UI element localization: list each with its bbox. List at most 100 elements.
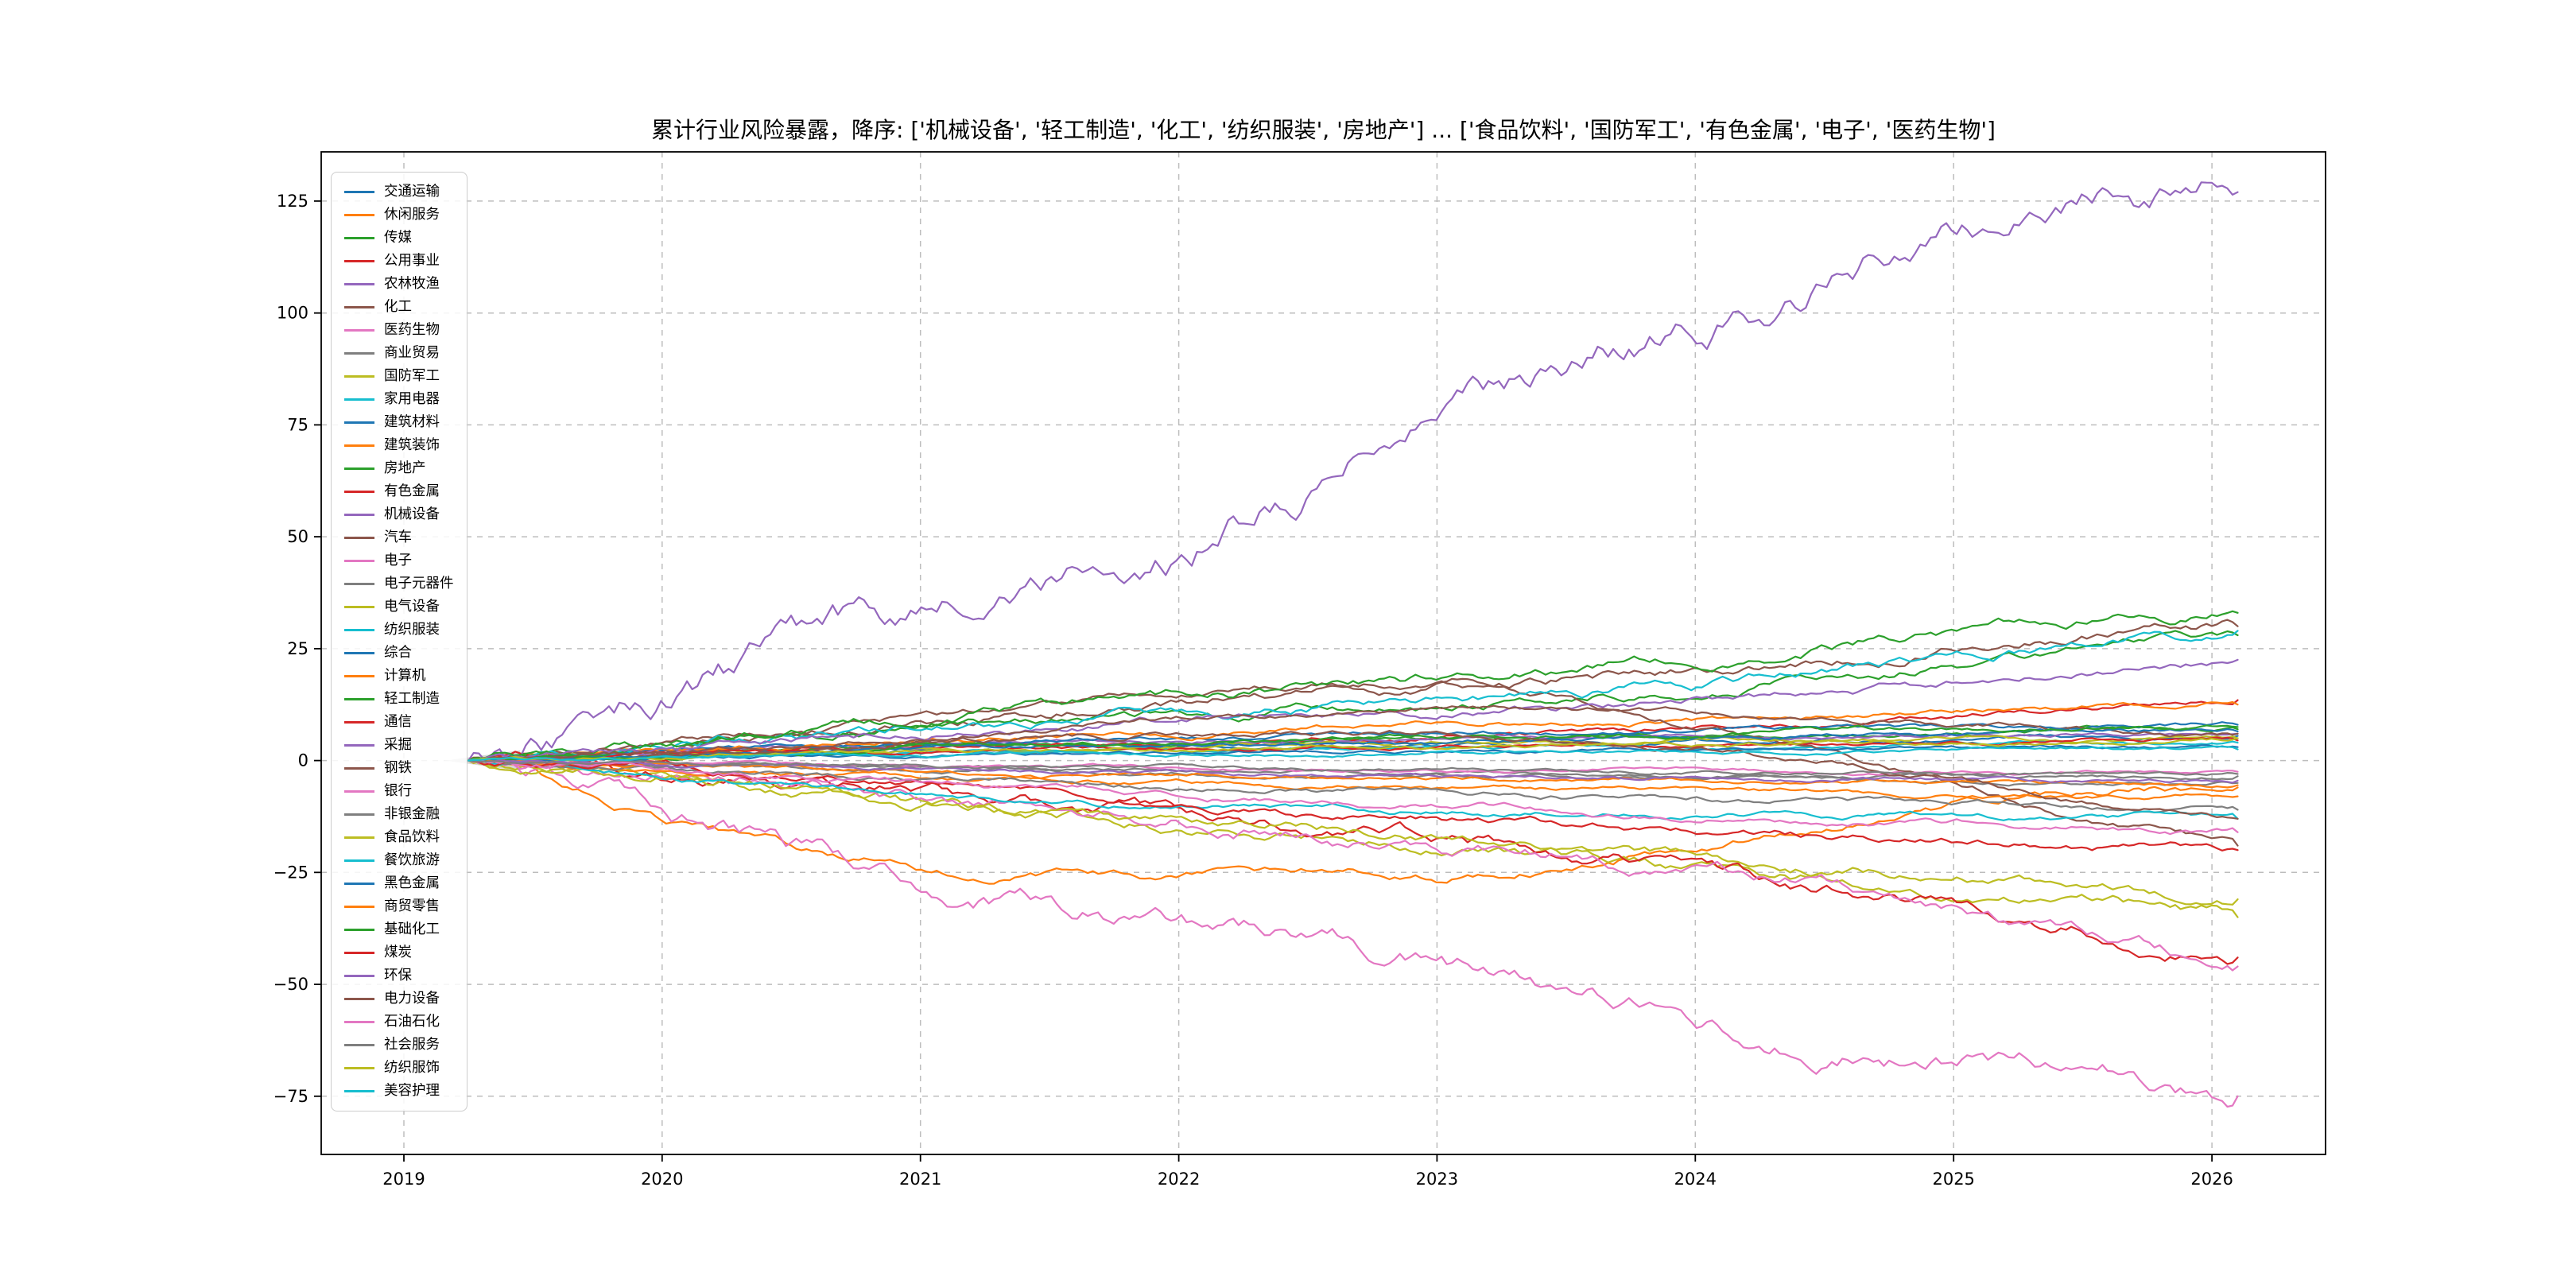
series-line <box>467 758 2239 885</box>
legend-item: 商贸零售 <box>344 895 454 918</box>
legend-item: 国防军工 <box>344 365 454 388</box>
legend-label: 综合 <box>384 644 412 661</box>
legend-label: 建筑材料 <box>384 413 440 430</box>
legend-label: 通信 <box>384 713 412 730</box>
series-line <box>467 759 2239 784</box>
y-tick-label: 0 <box>298 751 308 770</box>
axes-border <box>320 151 2326 1155</box>
legend-label: 传媒 <box>384 229 412 246</box>
legend-label: 轻工制造 <box>384 690 440 707</box>
legend-swatch-line <box>344 952 374 954</box>
x-tick-label: 2026 <box>2190 1170 2233 1189</box>
legend-swatch-line <box>344 444 374 447</box>
legend-item: 餐饮旅游 <box>344 849 454 872</box>
x-tick-label: 2021 <box>899 1170 941 1189</box>
legend-label: 医药生物 <box>384 321 440 338</box>
legend-label: 房地产 <box>384 460 426 476</box>
series-line <box>467 759 2239 836</box>
legend-label: 非银金融 <box>384 805 440 822</box>
legend-label: 休闲服务 <box>384 206 440 223</box>
legend-swatch-line <box>344 237 374 239</box>
legend-item: 纺织服饰 <box>344 1057 454 1080</box>
legend-swatch-line <box>344 813 374 816</box>
legend-swatch-line <box>344 675 374 677</box>
legend-item: 轻工制造 <box>344 688 454 711</box>
series-line <box>467 610 2239 762</box>
y-tick-label: 75 <box>287 415 308 434</box>
legend-label: 国防军工 <box>384 367 440 384</box>
y-tick-label: 125 <box>277 192 308 211</box>
legend-swatch-line <box>344 214 374 216</box>
legend-swatch-line <box>344 1090 374 1092</box>
legend-label: 商贸零售 <box>384 898 440 914</box>
legend-item: 公用事业 <box>344 250 454 273</box>
legend-item: 社会服务 <box>344 1034 454 1057</box>
legend-item: 非银金融 <box>344 803 454 826</box>
series-line <box>467 181 2239 762</box>
legend-item: 美容护理 <box>344 1080 454 1103</box>
legend-item: 交通运输 <box>344 180 454 204</box>
legend-item: 石油石化 <box>344 1011 454 1034</box>
legend-item: 通信 <box>344 711 454 734</box>
legend-label: 石油石化 <box>384 1013 440 1030</box>
legend-item: 家用电器 <box>344 388 454 411</box>
legend-swatch-line <box>344 998 374 1000</box>
legend-item: 商业贸易 <box>344 342 454 365</box>
legend-label: 电力设备 <box>384 990 440 1007</box>
legend-label: 商业贸易 <box>384 344 440 361</box>
legend-swatch-line <box>344 790 374 793</box>
y-tick-label: 50 <box>287 527 308 546</box>
y-tick-label: −25 <box>274 863 308 882</box>
legend-label: 农林牧渔 <box>384 275 440 292</box>
legend-swatch-line <box>344 836 374 839</box>
legend-swatch-line <box>344 929 374 931</box>
legend-swatch-line <box>344 491 374 493</box>
series-line <box>467 759 2239 776</box>
legend-item: 采掘 <box>344 734 454 757</box>
legend-item: 建筑装饰 <box>344 434 454 457</box>
legend-swatch-line <box>344 606 374 608</box>
legend-label: 美容护理 <box>384 1082 440 1099</box>
legend-item: 休闲服务 <box>344 204 454 227</box>
legend-swatch-line <box>344 306 374 308</box>
legend-item: 计算机 <box>344 665 454 688</box>
legend-swatch-line <box>344 1044 374 1046</box>
series-line <box>467 730 2239 820</box>
legend-item: 有色金属 <box>344 480 454 503</box>
legend-swatch-line <box>344 629 374 631</box>
legend-swatch-line <box>344 352 374 355</box>
series-line <box>467 759 2239 813</box>
legend-label: 基础化工 <box>384 921 440 937</box>
legend-label: 建筑装饰 <box>384 436 440 453</box>
legend-swatch-line <box>344 398 374 401</box>
series-line <box>467 759 2239 906</box>
legend-label: 交通运输 <box>384 183 440 200</box>
legend-label: 餐饮旅游 <box>384 852 440 868</box>
y-tick-label: 100 <box>277 304 308 323</box>
series-line <box>467 756 2239 1108</box>
legend-swatch-line <box>344 883 374 885</box>
legend-swatch-line <box>344 1067 374 1069</box>
legend-swatch-line <box>344 375 374 378</box>
legend-label: 有色金属 <box>384 483 440 499</box>
series-line <box>467 658 2239 762</box>
legend-swatch-line <box>344 744 374 747</box>
legend-item: 综合 <box>344 642 454 665</box>
series-line <box>467 758 2239 972</box>
legend: 交通运输休闲服务传媒公用事业农林牧渔化工医药生物商业贸易国防军工家用电器建筑材料… <box>331 172 467 1111</box>
x-tick-label: 2022 <box>1158 1170 1200 1189</box>
legend-item: 化工 <box>344 296 454 319</box>
legend-item: 传媒 <box>344 227 454 250</box>
legend-swatch-line <box>344 537 374 539</box>
legend-label: 家用电器 <box>384 390 440 407</box>
legend-item: 环保 <box>344 964 454 987</box>
series-line <box>467 731 2239 763</box>
legend-item: 纺织服装 <box>344 619 454 642</box>
legend-item: 黑色金属 <box>344 872 454 895</box>
series-line <box>467 758 2239 801</box>
legend-label: 环保 <box>384 967 412 983</box>
legend-label: 纺织服饰 <box>384 1059 440 1076</box>
legend-swatch-line <box>344 767 374 770</box>
legend-swatch-line <box>344 652 374 654</box>
series-line <box>467 757 2239 821</box>
